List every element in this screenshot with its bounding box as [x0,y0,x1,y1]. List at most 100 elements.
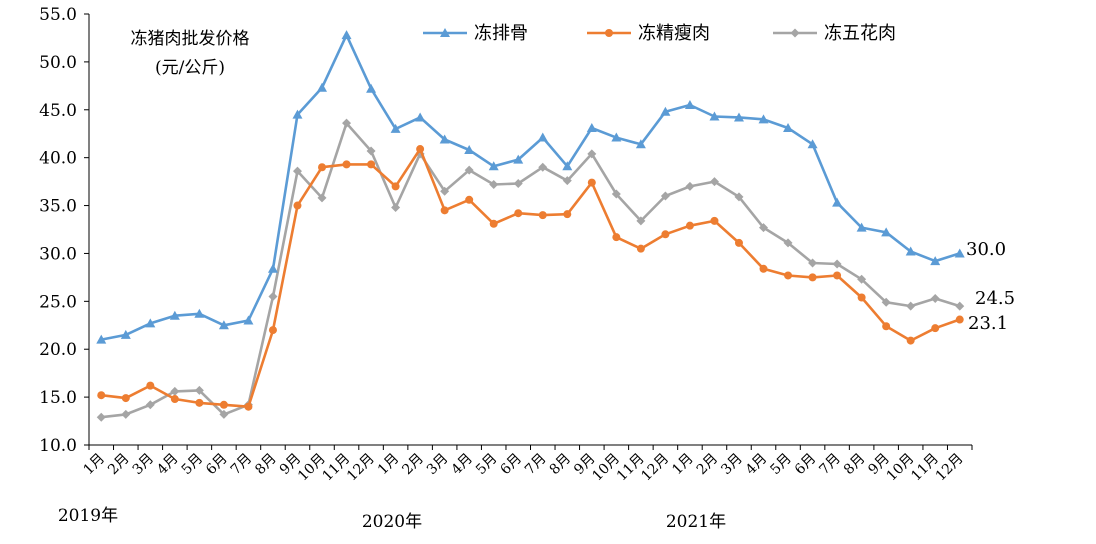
data-point [587,149,597,159]
data-point [318,163,327,172]
y-tick-label: 20.0 [39,340,77,360]
data-point [685,181,695,191]
data-point [931,324,940,333]
data-point [783,122,794,132]
end-labels: 30.0 23.1 24.5 [966,239,1015,334]
legend: 冻排骨 冻精瘦肉 冻五花肉 [423,23,896,44]
data-point [612,233,621,242]
data-point [146,381,155,390]
data-point [808,273,817,282]
y-axis-ticks: 10.0 15.0 20.0 25.0 30.0 35.0 40.0 45.0 50.0 55.0 [39,5,89,456]
x-tick-label: 6月 [203,451,231,479]
data-point [243,315,254,325]
data-point [464,145,475,155]
data-point [660,106,671,116]
data-point [464,165,474,175]
x-tick-label: 3月 [718,451,746,479]
end-value-label: 30.0 [966,239,1006,260]
y-tick-label: 40.0 [39,149,77,169]
data-point [194,385,204,395]
year-label: 2020年 [362,512,422,532]
x-tick-label: 8月 [547,451,575,479]
legend-item: 冻精瘦肉 [587,23,710,44]
series-triangle [96,30,965,344]
data-point [611,189,621,199]
series-group [96,30,965,422]
x-tick-label: 1月 [669,451,697,479]
legend-item: 冻排骨 [423,23,528,44]
data-point [784,271,793,280]
data-point [587,178,596,187]
x-tick-label: 5月 [179,451,207,479]
data-point [661,230,670,239]
data-point [390,123,401,133]
data-point [218,320,229,330]
data-point [96,412,106,422]
data-point [733,112,744,122]
x-tick-label: 1月 [375,451,403,479]
data-point [170,386,180,396]
unit-label: 冻猪肉批发价格 (元/公斤) [131,29,250,78]
data-point [97,391,106,400]
data-point [244,402,253,411]
y-tick-label: 45.0 [39,101,77,121]
data-point [415,112,426,122]
data-point [881,227,892,237]
data-point [710,216,719,225]
data-point [930,293,940,303]
data-point [391,202,401,212]
y-tick-label: 10.0 [39,436,77,456]
data-point [341,30,352,40]
data-point [881,297,891,307]
x-tick-label: 8月 [841,451,869,479]
data-point [709,177,719,187]
data-point [317,193,327,203]
data-point [219,400,228,409]
x-tick-label: 12月 [344,451,378,485]
series-line [101,147,961,409]
legend-marker [605,29,613,37]
data-point [833,271,842,280]
data-point [611,132,622,142]
data-point [145,318,156,328]
x-tick-label: 6月 [792,451,820,479]
x-tick-label: 4月 [743,451,771,479]
data-point [366,83,377,93]
data-point [145,400,155,410]
data-point [366,146,376,156]
data-point [930,256,941,266]
unit-label-line-1: 冻猪肉批发价格 [131,29,250,49]
data-point [955,315,964,324]
x-tick-label: 5月 [473,451,501,479]
y-tick-label: 15.0 [39,388,77,408]
x-tick-label: 5月 [767,451,795,479]
data-point [465,195,474,204]
data-point [857,293,866,302]
data-point [905,246,916,256]
year-label: 2021年 [666,512,726,532]
end-value-label: 23.1 [968,313,1008,334]
x-tick-label: 2月 [694,451,722,479]
data-point [195,398,204,407]
data-point [563,210,572,219]
data-point [808,258,818,268]
data-point [783,238,793,248]
unit-label-line-2: (元/公斤) [155,58,225,78]
data-point [906,336,915,345]
data-point [709,111,720,121]
data-point [120,329,131,339]
data-point [440,206,449,215]
data-point [856,222,867,232]
data-point [759,223,769,233]
data-point [219,409,229,419]
data-point [882,322,891,331]
data-point [807,139,818,149]
series-line [101,121,961,419]
data-point [954,248,965,258]
legend-marker [440,28,450,37]
data-point [342,160,351,169]
data-point [292,166,302,176]
data-point [267,263,278,273]
data-point [121,394,130,403]
